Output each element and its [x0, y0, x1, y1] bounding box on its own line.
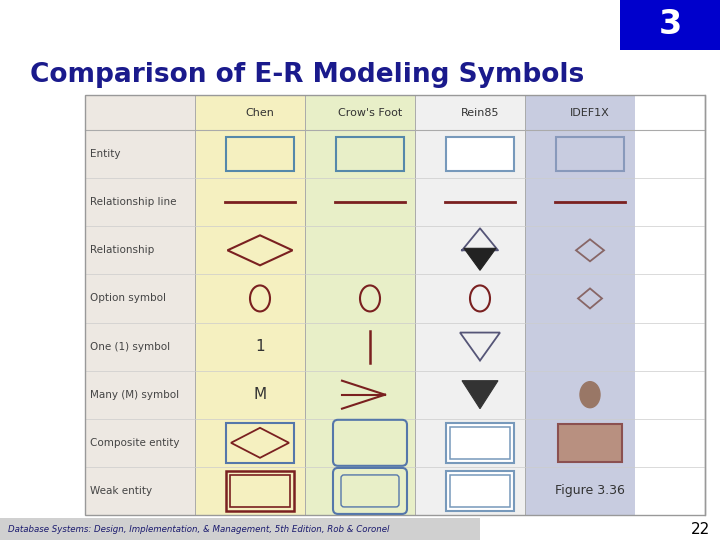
- Bar: [85, 95, 195, 515]
- Bar: [450, 475, 510, 507]
- Bar: [446, 471, 514, 511]
- Bar: [226, 471, 294, 511]
- Text: Entity: Entity: [90, 149, 120, 159]
- Bar: [446, 137, 514, 171]
- Bar: [85, 95, 705, 515]
- Text: Chen: Chen: [246, 107, 274, 118]
- Text: One (1) symbol: One (1) symbol: [90, 342, 170, 352]
- Text: M: M: [253, 387, 266, 402]
- Text: Weak entity: Weak entity: [90, 486, 152, 496]
- Bar: [226, 423, 294, 463]
- Bar: [558, 424, 622, 462]
- Text: Rein85: Rein85: [461, 107, 499, 118]
- Text: 22: 22: [690, 522, 710, 537]
- Bar: [195, 95, 305, 515]
- Bar: [0, 518, 480, 540]
- FancyBboxPatch shape: [333, 468, 407, 514]
- Text: 1: 1: [255, 339, 265, 354]
- Polygon shape: [464, 248, 496, 271]
- Text: Figure 3.36: Figure 3.36: [555, 484, 625, 497]
- Bar: [336, 137, 404, 171]
- Bar: [556, 137, 624, 171]
- FancyBboxPatch shape: [333, 420, 407, 466]
- Text: Comparison of E-R Modeling Symbols: Comparison of E-R Modeling Symbols: [30, 62, 584, 88]
- Text: Relationship line: Relationship line: [90, 197, 176, 207]
- Bar: [305, 95, 415, 515]
- Polygon shape: [462, 381, 498, 409]
- Text: Relationship: Relationship: [90, 245, 154, 255]
- Text: Composite entity: Composite entity: [90, 438, 179, 448]
- Text: Many (M) symbol: Many (M) symbol: [90, 390, 179, 400]
- Ellipse shape: [580, 382, 600, 408]
- Bar: [230, 475, 290, 507]
- Text: 3: 3: [658, 9, 682, 42]
- Bar: [525, 95, 635, 515]
- Text: Option symbol: Option symbol: [90, 293, 166, 303]
- Bar: [226, 137, 294, 171]
- Bar: [450, 427, 510, 459]
- Bar: [446, 423, 514, 463]
- Text: Crow's Foot: Crow's Foot: [338, 107, 402, 118]
- Bar: [415, 95, 525, 515]
- FancyBboxPatch shape: [341, 475, 399, 507]
- Bar: [620, 0, 720, 50]
- Text: IDEF1X: IDEF1X: [570, 107, 610, 118]
- Text: Database Systems: Design, Implementation, & Management, 5th Edition, Rob & Coron: Database Systems: Design, Implementation…: [8, 524, 390, 534]
